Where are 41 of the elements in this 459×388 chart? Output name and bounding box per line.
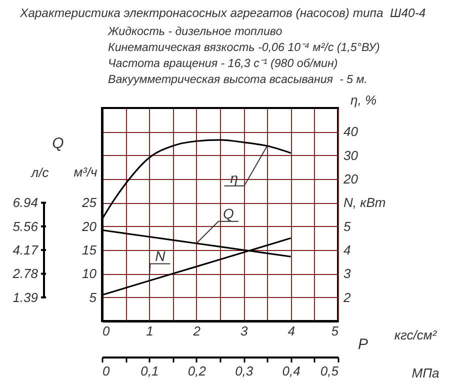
y3-tick-label: 30 bbox=[344, 148, 359, 163]
chart-subtitle: Жидкость - дизельное топливо Кинематическая вязкость -0,06 10⁻⁴ м²/с (1,5°ВУ) Частота вращения - 16,3 с⁻¹ (980 об/мин) Вакуумметрическая высота всасывания - 5 м. bbox=[108, 24, 380, 88]
y-tick-label: 20 bbox=[81, 218, 98, 234]
y-axis-title: м³/ч bbox=[74, 164, 98, 180]
x2-tick-label: 0,2 bbox=[188, 364, 207, 378]
text: л/с bbox=[30, 165, 50, 180]
text: 5.56 bbox=[12, 218, 39, 234]
x2-axis-title: МПа bbox=[412, 366, 440, 380]
x2-tick-label: 0,1 bbox=[140, 364, 159, 378]
x-tick-label: 0 bbox=[102, 324, 110, 338]
x-tick-label: 1 bbox=[146, 324, 154, 338]
x-tick-label: 4 bbox=[288, 324, 295, 338]
series-label: N bbox=[155, 248, 166, 264]
y3-tick-label: 40 bbox=[344, 124, 359, 140]
x2-tick-label: 0 bbox=[102, 364, 110, 378]
x-tick-label: 2 bbox=[192, 324, 202, 338]
y2-tick-label: 4 bbox=[344, 242, 351, 258]
y2-tick-label: 2 bbox=[342, 290, 352, 305]
y2-tick-label: 5 bbox=[344, 218, 352, 234]
text: 6.94 bbox=[12, 195, 38, 210]
x-axis-title: кгс/см² bbox=[394, 328, 438, 342]
y3-tick-label: 20 bbox=[342, 172, 359, 186]
y3-axis-title: η, % bbox=[350, 92, 376, 108]
x2-tick-label: 0,3 bbox=[235, 364, 254, 378]
x2-tick-label: 0,5 bbox=[320, 364, 340, 378]
y-tick-label: 10 bbox=[82, 266, 98, 282]
x2-tick-label: 0,4 bbox=[282, 364, 300, 378]
text: Q bbox=[52, 135, 64, 152]
text: 1.39 bbox=[12, 290, 38, 305]
y-tick-label: 25 bbox=[81, 195, 98, 210]
text: 4.17 bbox=[12, 242, 39, 258]
x-tick-label: 3 bbox=[240, 324, 248, 338]
series-label: Q bbox=[222, 205, 234, 222]
y-tick-label: 15 bbox=[82, 242, 98, 258]
y-tick-label: 5 bbox=[89, 290, 98, 305]
text: P bbox=[358, 336, 368, 353]
y2-axis-title: N, кВт bbox=[344, 195, 386, 210]
chart-title: Характеристика электронасосных агрегатов (насосов) типа Ш40-4 bbox=[20, 6, 426, 20]
text: 2.78 bbox=[12, 266, 39, 282]
x-tick-label: 5 bbox=[331, 324, 340, 338]
y2-tick-label: 3 bbox=[344, 266, 352, 282]
